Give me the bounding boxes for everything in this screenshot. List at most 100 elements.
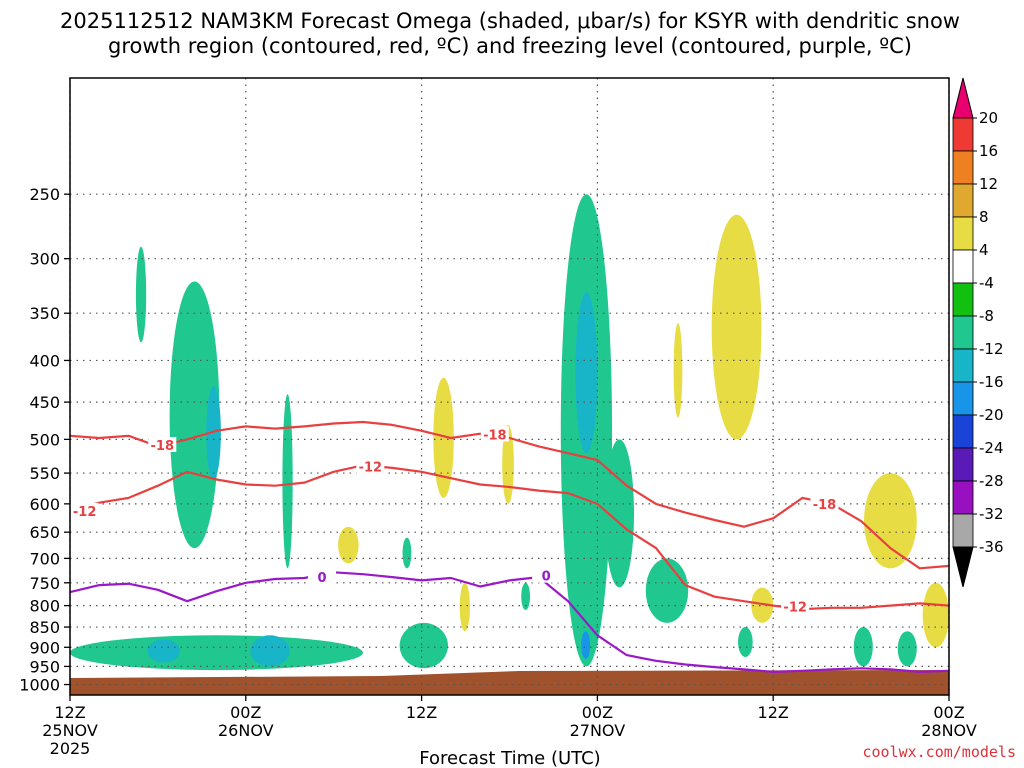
contour-label-bg-dgz_minus18-0 bbox=[148, 436, 177, 452]
omega-cell-26 bbox=[751, 587, 774, 623]
omega-cell-10 bbox=[338, 526, 359, 564]
contour-label-dgz_minus12-0: -12 bbox=[73, 505, 97, 520]
terrain-fill bbox=[70, 670, 949, 695]
colorbar-segment-13 bbox=[952, 513, 974, 548]
omega-cell-14 bbox=[604, 439, 635, 588]
omega-cell-0 bbox=[135, 246, 147, 343]
colorbar-label-3: 8 bbox=[979, 208, 989, 226]
omega-cell-24 bbox=[521, 582, 531, 611]
colorbar-segment-8 bbox=[952, 348, 974, 383]
colorbar-label-1: 16 bbox=[979, 142, 998, 160]
omega-cell-5 bbox=[147, 639, 180, 663]
y-tick-label-850: 850 bbox=[29, 618, 60, 637]
y-tick-label-250: 250 bbox=[29, 185, 60, 204]
omega-cell-7 bbox=[399, 622, 448, 669]
x-tick-label-60-0: 00Z bbox=[933, 703, 964, 722]
x-tick-label-12-0: 00Z bbox=[230, 703, 261, 722]
omega-cell-15 bbox=[645, 558, 689, 623]
omega-shading bbox=[70, 194, 949, 671]
omega-cell-9 bbox=[433, 377, 454, 498]
y-tick-label-500: 500 bbox=[29, 430, 60, 449]
contour-label-bg-freezing_level_0-1 bbox=[532, 567, 561, 583]
x-tick-label-48-0: 12Z bbox=[758, 703, 789, 722]
y-tick-label-700: 700 bbox=[29, 549, 60, 568]
colorbar-top-triangle bbox=[952, 77, 974, 119]
y-tick-label-550: 550 bbox=[29, 464, 60, 483]
plot-frame bbox=[69, 77, 950, 696]
omega-cell-22 bbox=[738, 627, 753, 657]
colorbar-label-12: -32 bbox=[979, 505, 1004, 523]
contour-freezing_level_0 bbox=[70, 571, 949, 674]
x-tick-label-0-0: 12Z bbox=[54, 703, 85, 722]
colorbar-segment-4 bbox=[952, 216, 974, 251]
x-tick-label-36-0: 00Z bbox=[582, 703, 613, 722]
contour-label-bg-dgz_minus18-2 bbox=[810, 495, 839, 511]
omega-cell-18 bbox=[864, 473, 917, 569]
omega-cell-19 bbox=[922, 582, 949, 648]
contour-label-bg-freezing_level_0-0 bbox=[307, 569, 336, 585]
chart-title-line-2: growth region (contoured, red, ºC) and f… bbox=[108, 34, 912, 58]
contour-dgz_minus18 bbox=[70, 420, 949, 570]
colorbar-segment-12 bbox=[952, 480, 974, 515]
colorbar-label-5: -4 bbox=[979, 274, 994, 292]
y-tick-label-1000: 1000 bbox=[19, 676, 60, 695]
x-tick-label-0-2: 2025 bbox=[50, 739, 91, 758]
colorbar-label-9: -20 bbox=[979, 406, 1004, 424]
y-tick-label-750: 750 bbox=[29, 574, 60, 593]
colorbar-label-11: -28 bbox=[979, 472, 1004, 490]
pressure-axis: 2503003504004505005506006507007508008509… bbox=[19, 185, 70, 695]
omega-cell-6 bbox=[282, 394, 293, 569]
contour-label-dgz_minus12-2: -12 bbox=[783, 600, 807, 615]
colorbar-bottom-triangle bbox=[952, 546, 974, 588]
omega-cell-17 bbox=[673, 323, 683, 418]
x-axis-label: Forecast Time (UTC) bbox=[419, 748, 600, 768]
contour-label-dgz_minus18-0: -18 bbox=[151, 439, 175, 454]
y-tick-label-650: 650 bbox=[29, 523, 60, 542]
contour-label-freezing_level_0-1: 0 bbox=[542, 570, 551, 585]
omega-cell-23 bbox=[502, 424, 514, 504]
colorbar-label-0: 20 bbox=[979, 109, 998, 127]
temperature-contours: -18 -18 -18 -12 -12 -12 0 0 bbox=[70, 420, 949, 674]
colorbar-segment-1 bbox=[952, 117, 974, 152]
x-tick-label-0-1: 25NOV bbox=[42, 721, 98, 740]
y-tick-label-800: 800 bbox=[29, 597, 60, 616]
colorbar-segment-9 bbox=[952, 381, 974, 416]
y-tick-label-350: 350 bbox=[29, 304, 60, 323]
colorbar-label-8: -16 bbox=[979, 373, 1004, 391]
colorbar-segment-6 bbox=[952, 282, 974, 317]
y-tick-label-900: 900 bbox=[29, 638, 60, 657]
colorbar-segment-5 bbox=[952, 249, 974, 284]
terrain-surface bbox=[70, 670, 949, 695]
omega-cell-2 bbox=[70, 635, 363, 671]
colorbar-segment-2 bbox=[952, 150, 974, 185]
colorbar-segment-3 bbox=[952, 183, 974, 218]
contour-label-bg-dgz_minus18-1 bbox=[480, 426, 509, 442]
y-tick-label-600: 600 bbox=[29, 495, 60, 514]
contour-label-dgz_minus18-1: -18 bbox=[483, 428, 507, 443]
omega-cell-4 bbox=[250, 635, 290, 667]
omega-cell-21 bbox=[897, 631, 917, 667]
y-tick-label-450: 450 bbox=[29, 393, 60, 412]
x-tick-label-24-0: 12Z bbox=[406, 703, 437, 722]
omega-cell-13 bbox=[581, 631, 591, 659]
contour-label-bg-dgz_minus12-0 bbox=[70, 502, 99, 518]
omega-cell-12 bbox=[575, 292, 598, 454]
y-tick-label-950: 950 bbox=[29, 657, 60, 676]
colorbar-label-13: -36 bbox=[979, 538, 1004, 556]
chart-title-line-1: 2025112512 NAM3KM Forecast Omega (shaded… bbox=[60, 9, 960, 33]
contour-label-bg-dgz_minus12-2 bbox=[781, 598, 810, 614]
credit-text: coolwx.com/models bbox=[862, 743, 1016, 761]
colorbar-label-7: -12 bbox=[979, 340, 1004, 358]
colorbar-segment-11 bbox=[952, 447, 974, 482]
contour-label-freezing_level_0-0: 0 bbox=[317, 571, 326, 586]
x-tick-label-12-1: 26NOV bbox=[218, 721, 274, 740]
omega-cell-25 bbox=[459, 582, 470, 632]
colorbar-segment-7 bbox=[952, 315, 974, 350]
colorbar-label-4: 4 bbox=[979, 241, 989, 259]
contour-label-dgz_minus12-1: -12 bbox=[359, 461, 383, 476]
omega-cell-8 bbox=[402, 537, 412, 569]
y-tick-label-400: 400 bbox=[29, 351, 60, 370]
x-tick-label-36-1: 27NOV bbox=[570, 721, 626, 740]
